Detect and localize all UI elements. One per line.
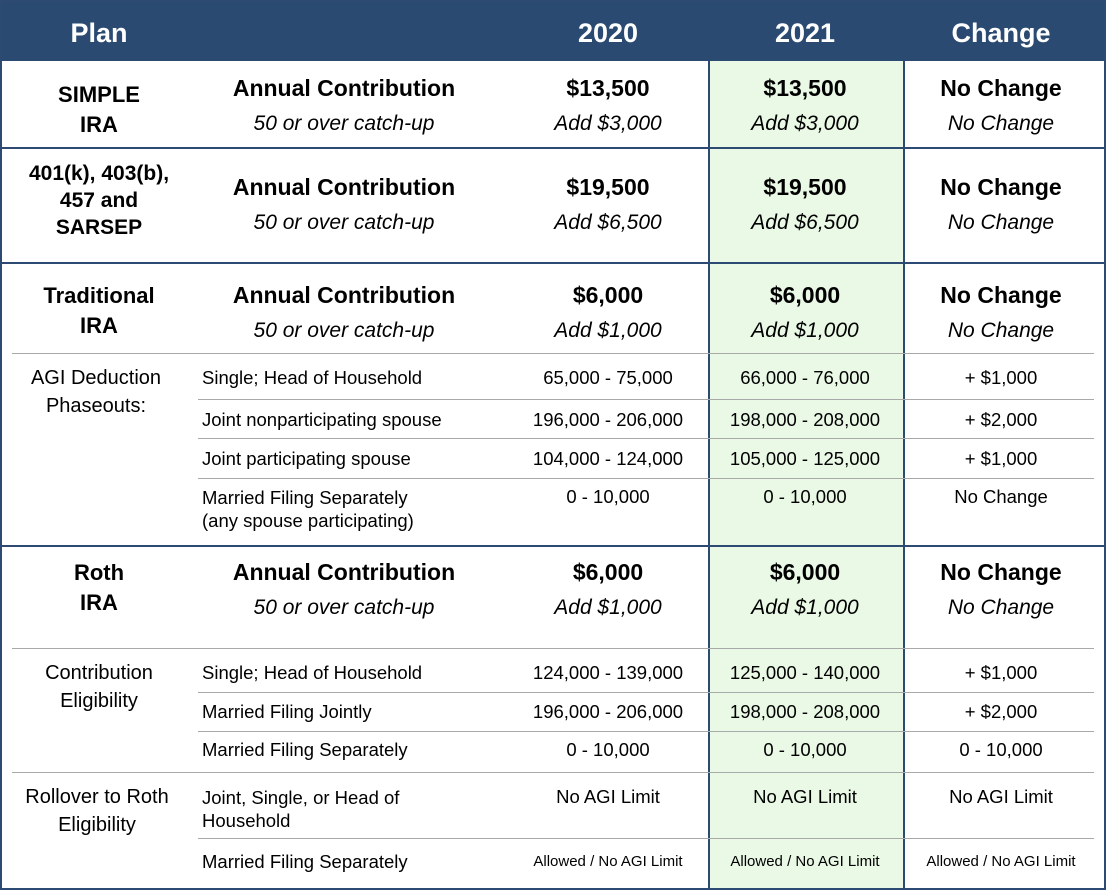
value-2020: $6,000	[572, 559, 644, 585]
plan-name: SIMPLE IRA	[58, 82, 140, 137]
divider	[198, 838, 1094, 839]
value-2020: $13,500	[566, 75, 650, 101]
divider	[198, 731, 1094, 732]
divider	[198, 399, 1094, 400]
separator	[2, 262, 1104, 264]
divider	[12, 648, 1094, 649]
plan-name: Roth IRA	[73, 560, 125, 615]
value-2021: $6,000	[769, 282, 841, 308]
row-2020: 196,000 - 206,000	[532, 701, 684, 722]
change-value: No Change	[940, 559, 1062, 585]
row-change: + $1,000	[964, 662, 1038, 683]
row-2021: 125,000 - 140,000	[729, 662, 881, 683]
row-label: Married Filing Separately (any spouse pa…	[202, 487, 414, 531]
row-2021: Allowed / No AGI Limit	[730, 853, 880, 870]
catchup-label: 50 or over catch-up	[253, 211, 435, 234]
row-change: + $2,000	[964, 701, 1038, 722]
row-2021: 0 - 10,000	[763, 739, 847, 760]
row-label: Married Filing Separately	[202, 851, 408, 872]
value-2020: $19,500	[566, 174, 650, 200]
rollover-eligibility-label: Rollover to Roth Eligibility	[25, 786, 169, 836]
plan-name: 401(k), 403(b), 457 and SARSEP	[28, 162, 170, 239]
row-2020: 124,000 - 139,000	[532, 662, 684, 683]
col-2021-highlight	[708, 61, 905, 888]
table-header	[2, 2, 1104, 61]
divider	[198, 692, 1094, 693]
row-2020: 65,000 - 75,000	[543, 367, 673, 388]
agi-phaseouts-label: AGI Deduction Phaseouts:	[30, 367, 162, 417]
change-value: No Change	[940, 174, 1062, 200]
row-2021: 198,000 - 208,000	[729, 701, 881, 722]
catchup-2021: Add $1,000	[751, 596, 859, 619]
divider	[12, 353, 1094, 354]
catchup-2021: Add $1,000	[751, 319, 859, 342]
value-2021: $13,500	[763, 75, 847, 101]
row-change: Allowed / No AGI Limit	[926, 853, 1076, 870]
separator	[2, 545, 1104, 547]
row-label: Single; Head of Household	[202, 367, 423, 388]
value-2021: $6,000	[769, 559, 841, 585]
row-2020: 0 - 10,000	[566, 739, 650, 760]
divider	[12, 772, 1094, 773]
row-2021: 0 - 10,000	[763, 486, 847, 507]
annual-contribution-label: Annual Contribution	[232, 174, 456, 200]
header-2020: 2020	[577, 18, 639, 48]
header-plan: Plan	[70, 18, 128, 48]
row-label: Married Filing Jointly	[202, 701, 372, 722]
header-2021: 2021	[774, 18, 836, 48]
row-2020: 104,000 - 124,000	[532, 448, 684, 469]
change-catchup: No Change	[947, 319, 1055, 342]
annual-contribution-label: Annual Contribution	[232, 559, 456, 585]
row-2020: 0 - 10,000	[566, 486, 650, 507]
catchup-2020: Add $3,000	[554, 112, 662, 135]
row-change: 0 - 10,000	[959, 739, 1043, 760]
row-2021: 198,000 - 208,000	[729, 409, 881, 430]
row-2021: 105,000 - 125,000	[729, 448, 881, 469]
row-change: No AGI Limit	[949, 786, 1053, 807]
change-catchup: No Change	[947, 112, 1055, 135]
catchup-2020: Add $6,500	[554, 211, 662, 234]
divider	[198, 478, 1094, 479]
change-value: No Change	[940, 282, 1062, 308]
row-change: + $1,000	[964, 367, 1038, 388]
row-2020: 196,000 - 206,000	[532, 409, 684, 430]
change-catchup: No Change	[947, 211, 1055, 234]
value-2020: $6,000	[572, 282, 644, 308]
row-label: Joint, Single, or Head of Household	[202, 787, 400, 831]
separator	[2, 147, 1104, 149]
row-2020: No AGI Limit	[556, 786, 660, 807]
annual-contribution-label: Annual Contribution	[232, 75, 456, 101]
row-change: + $2,000	[964, 409, 1038, 430]
catchup-label: 50 or over catch-up	[253, 112, 435, 135]
row-label: Joint participating spouse	[202, 448, 411, 469]
divider	[198, 438, 1094, 439]
value-2021: $19,500	[763, 174, 847, 200]
row-change: No Change	[954, 486, 1048, 507]
catchup-2020: Add $1,000	[554, 319, 662, 342]
plan-name: Traditional IRA	[43, 283, 155, 338]
catchup-2020: Add $1,000	[554, 596, 662, 619]
annual-contribution-label: Annual Contribution	[232, 282, 456, 308]
change-catchup: No Change	[947, 596, 1055, 619]
catchup-2021: Add $6,500	[751, 211, 859, 234]
row-label: Joint nonparticipating spouse	[202, 409, 442, 430]
catchup-label: 50 or over catch-up	[253, 319, 435, 342]
row-change: + $1,000	[964, 448, 1038, 469]
row-2020: Allowed / No AGI Limit	[533, 853, 683, 870]
catchup-label: 50 or over catch-up	[253, 596, 435, 619]
row-label: Married Filing Separately	[202, 739, 408, 760]
contribution-eligibility-label: Contribution Eligibility	[45, 662, 153, 712]
header-change: Change	[951, 18, 1051, 48]
change-value: No Change	[940, 75, 1062, 101]
row-2021: No AGI Limit	[753, 786, 857, 807]
row-label: Single; Head of Household	[202, 662, 423, 683]
row-2021: 66,000 - 76,000	[740, 367, 870, 388]
catchup-2021: Add $3,000	[751, 112, 859, 135]
